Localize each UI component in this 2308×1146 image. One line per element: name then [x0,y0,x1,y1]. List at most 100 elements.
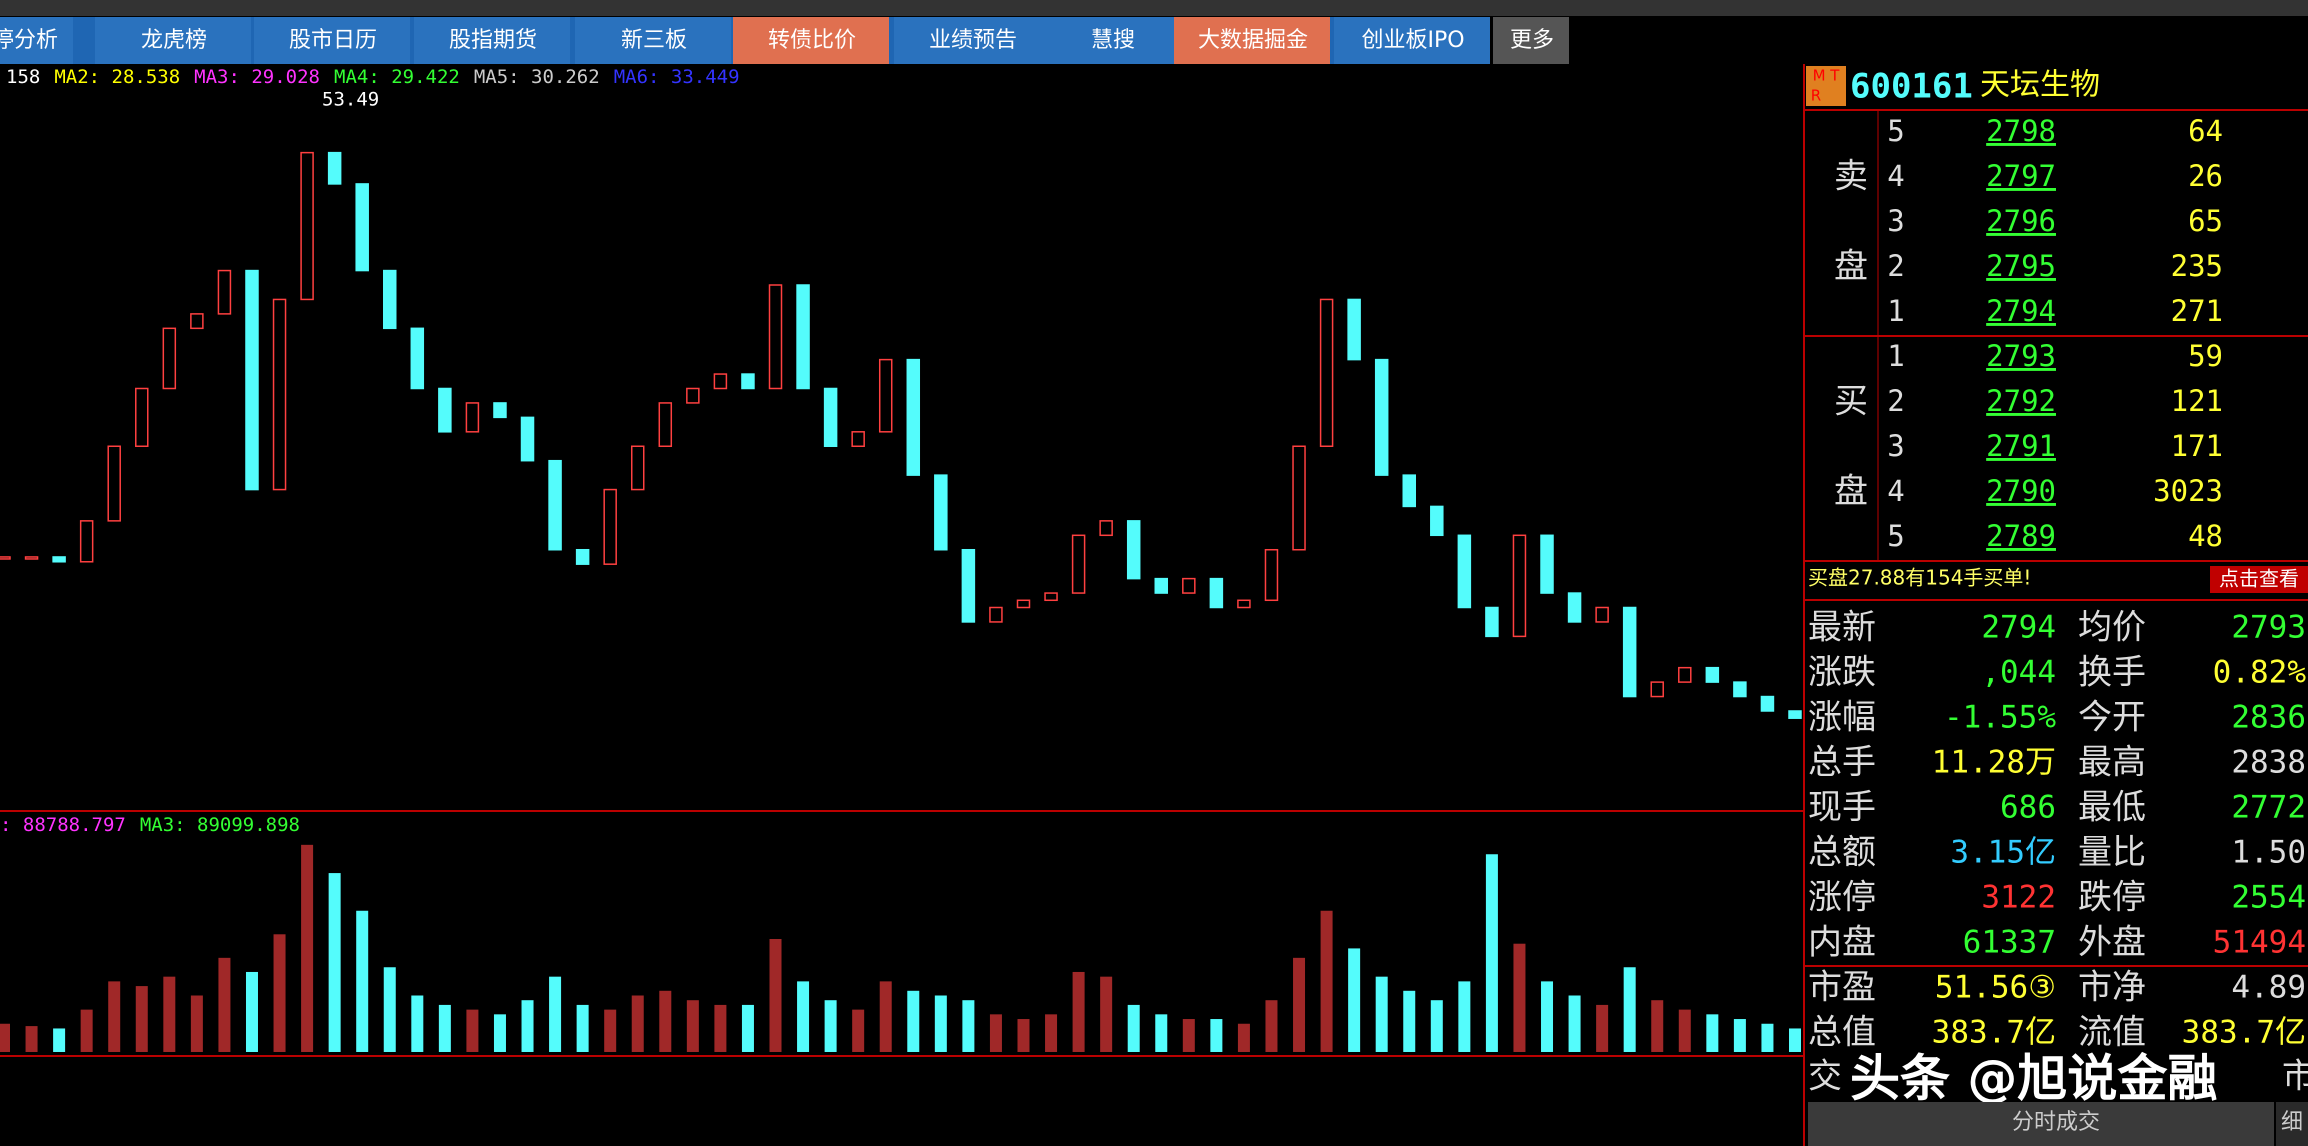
stat-value: 383.7亿 [1932,1015,2056,1051]
logo-top: M T [1813,67,1841,85]
menu-item-bg [1334,17,1490,64]
candle [1071,534,1086,594]
candle [548,459,562,551]
ma-legend-item: MA3: 29.028 [194,66,320,88]
volume-bar [1761,1023,1774,1052]
volume-bar [1127,1004,1140,1052]
candle [135,387,149,448]
volume-bar [1072,971,1085,1052]
stat-label: 涨跌 [1808,653,1876,693]
menu-item[interactable]: 转债比价 [768,28,856,53]
candle [1650,681,1664,698]
volume: 65 [2188,204,2223,238]
bottom-tab[interactable]: 分时成交 [2012,1110,2100,1135]
volume-bar [1430,1000,1443,1052]
candle [0,556,11,560]
menu-item-bg [0,17,73,64]
volume-bar [1541,981,1554,1052]
level: 2 [1887,249,1904,283]
candle [1209,577,1224,609]
volume-bar [1045,1014,1058,1052]
stat-value: 51494 [2213,925,2306,961]
candle [52,556,66,563]
stat-label: 涨幅 [1808,698,1876,738]
menu-item[interactable]: 停分析 [0,28,58,53]
candle [1044,592,1058,602]
menu-item[interactable]: 股指期货 [449,28,537,53]
candle [162,327,177,390]
menu-item[interactable]: 慧搜 [1091,28,1135,53]
volume-bar [218,957,231,1052]
candle [1402,474,1416,508]
price: 2792 [1986,384,2056,418]
volume-bar [466,1009,479,1052]
volume-bar [576,1004,589,1052]
candle [1705,666,1720,683]
candle [383,269,397,330]
candle [327,151,342,185]
stat-value: -1.55% [1944,700,2056,736]
tab-bg [1808,1102,2274,1146]
candle [1622,606,1637,698]
candle [1512,534,1527,638]
vol-legend: : 88788.797 MA3: 89099.898 [0,814,300,836]
side-label: 盘 [1834,472,1868,512]
menu-item[interactable]: 大数据掘金 [1198,28,1308,53]
volume-bar [1458,981,1471,1052]
volume-bar [934,995,947,1052]
volume-bar [1651,1000,1664,1052]
volume: 121 [2171,384,2223,418]
candle [1678,666,1692,683]
menu-item-bg [1048,17,1176,64]
stat-label: 量比 [2078,833,2146,873]
menu-item[interactable]: 更多 [1510,28,1554,53]
candle [1182,577,1196,594]
candle [1237,599,1251,609]
stat-label: 外盘 [2078,923,2146,963]
volume: 48 [2188,519,2223,553]
volume-bar [907,990,920,1052]
market-label: 市 [2282,1057,2308,1097]
level: 3 [1887,429,1904,463]
volume: 59 [2188,339,2223,373]
volume-bar [1485,854,1498,1052]
volume-bar [273,934,286,1052]
menu-item[interactable]: 创业板IPO [1361,28,1464,53]
volume-bar [1568,995,1581,1052]
ma-legend-item: MA6: 33.449 [614,66,740,88]
candle [465,402,480,433]
menu-item[interactable]: 股市日历 [289,28,377,53]
menu-item[interactable]: 业绩预告 [929,28,1017,53]
candle [1760,695,1775,712]
notice-button[interactable]: 点击查看 [2219,567,2299,591]
level: 4 [1887,159,1904,193]
stat-label: 今开 [2078,698,2146,738]
candle [575,548,590,565]
stat-label: 均价 [2078,608,2146,648]
volume-bar [301,844,314,1052]
price: 2793 [1986,339,2056,373]
candle [520,416,535,462]
stat-value: 1.50 [2231,835,2306,871]
stat-label: 最低 [2078,788,2146,828]
candle [300,151,314,301]
volume-bar [163,976,176,1052]
volume-bar [1293,957,1306,1052]
candle [1485,606,1499,638]
candle [190,313,204,330]
volume-bar [1237,1023,1250,1052]
candle [961,548,976,623]
menu-item[interactable]: 新三板 [621,28,687,53]
stat-label: 市盈 [1808,968,1876,1008]
stat-value: 2772 [2231,790,2306,826]
stock-name: 天坛生物 [1980,68,2100,103]
volume-bar [135,986,148,1052]
menu-item[interactable]: 龙虎榜 [141,28,207,53]
notice-button-bg [2210,566,2308,593]
candle [493,402,507,419]
side-tab[interactable]: 细 [2281,1110,2303,1135]
level: 1 [1887,294,1904,328]
stat-value: 686 [2000,790,2056,826]
volume: 235 [2171,249,2223,283]
